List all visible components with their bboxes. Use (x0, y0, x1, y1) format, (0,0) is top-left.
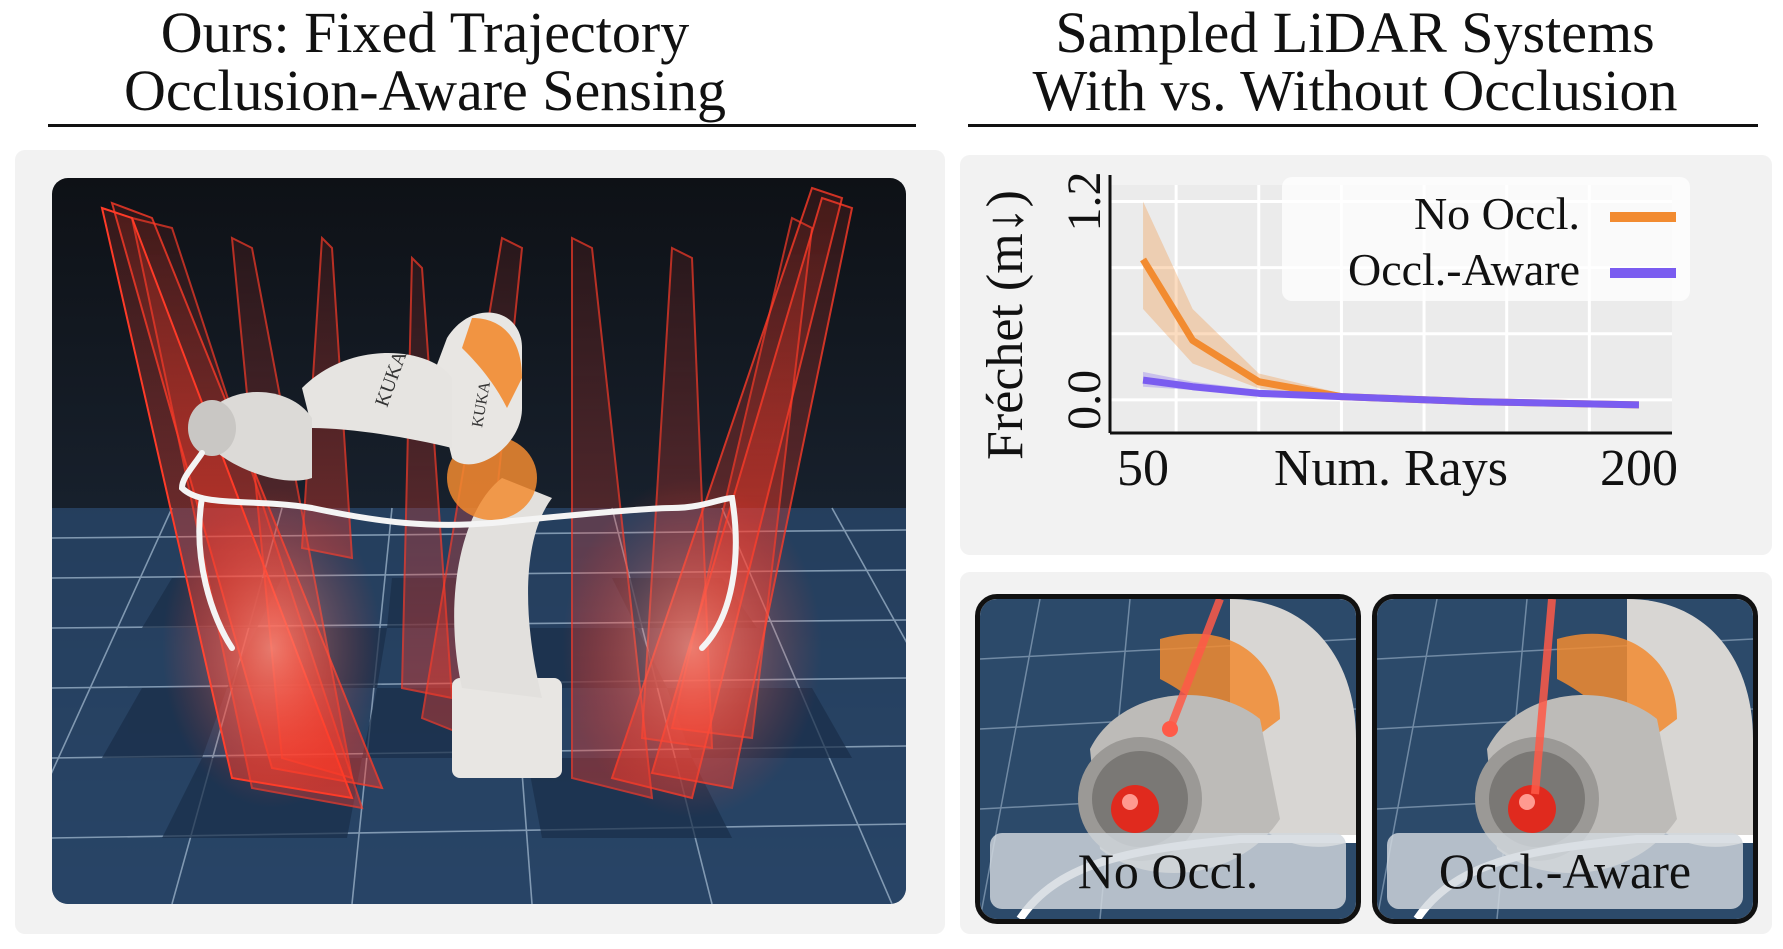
chart-x-tick-label: 50 (1117, 440, 1169, 497)
kuka-robot-arm: KUKA KUKA (188, 312, 562, 778)
robot-scene-render: KUKA KUKA (52, 178, 906, 904)
thumbnail-label-no-occl: No Occl. (990, 833, 1346, 909)
no-occl-sensor-closeup (980, 599, 1356, 919)
sensor-trajectory (178, 450, 739, 651)
thumbnail-no-occl: No Occl. (975, 594, 1361, 924)
thumbnail-label-occl-aware: Occl.-Aware (1387, 833, 1743, 909)
frechet-line-chart: 50 200 0.0 1.2 Fréchet (m↓) Num. Rays No Oc… (977, 172, 1690, 497)
chart-y-label: Fréchet (m↓) (977, 190, 1034, 460)
legend-label-no-occl: No Occl. (1414, 188, 1580, 239)
left-title-line1: Ours: Fixed Trajectory (160, 0, 690, 65)
chart-line-occl-aware (1142, 376, 1640, 409)
left-title-rule (48, 124, 916, 127)
right-title-rule (968, 124, 1758, 127)
chart-y-tick-label: 1.2 (1058, 172, 1111, 232)
chart-legend: No Occl. Occl.-Aware (1282, 177, 1690, 301)
chart-x-tick-label: 200 (1600, 440, 1678, 497)
chart-x-label: Num. Rays (1274, 440, 1508, 497)
thumbnail-occl-aware: Occl.-Aware (1372, 594, 1758, 924)
right-title: Sampled LiDAR Systems With vs. Without O… (950, 4, 1760, 120)
legend-label-occl-aware: Occl.-Aware (1348, 244, 1580, 295)
chart-series-lines (1140, 257, 1640, 409)
right-title-line1: Sampled LiDAR Systems (1055, 0, 1655, 65)
right-title-line2: With vs. Without Occlusion (1032, 58, 1678, 123)
robot-scene-illustration: KUKA KUKA (52, 178, 906, 904)
legend-box (1282, 177, 1690, 301)
chart-ticks: 50 200 0.0 1.2 (1058, 172, 1678, 497)
chart-y-tick-label: 0.0 (1058, 370, 1111, 430)
left-title: Ours: Fixed Trajectory Occlusion-Aware S… (0, 4, 850, 120)
left-title-line2: Occlusion-Aware Sensing (124, 58, 726, 123)
